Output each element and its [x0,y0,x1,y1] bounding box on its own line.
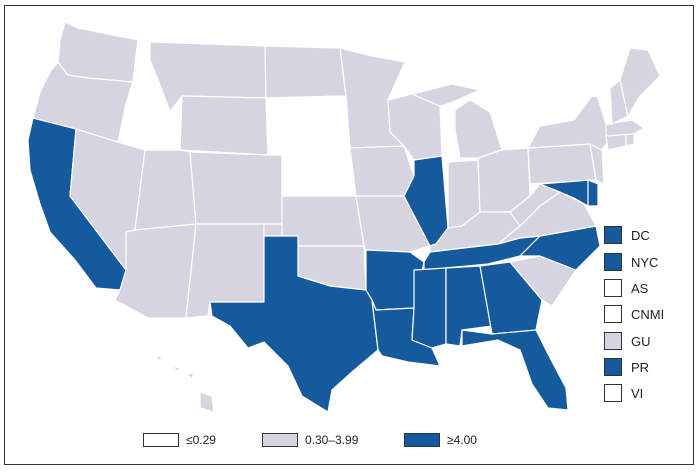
territory-swatch [604,384,622,402]
state-ri [625,133,635,147]
territory-swatch [604,332,622,350]
state-ak [29,309,151,413]
territory-vi: VI [604,383,643,403]
territory-pr: PR [604,357,649,377]
legend-label: ≥4.00 [447,433,477,447]
state-sc [509,255,577,307]
territory-label: DC [631,227,650,243]
state-ia [349,145,415,197]
state-la [371,299,441,367]
state-ma [605,119,645,137]
legend-item-low: ≤0.29 [143,431,216,449]
state-ga [479,261,543,335]
territory-gu: GU [604,331,651,351]
territory-swatch [604,226,622,244]
legend-label: 0.30–3.99 [305,433,359,447]
territory-nyc: NYC [604,252,658,272]
state-wy [179,95,269,156]
territory-label: AS [631,280,649,296]
state-ct [605,133,627,151]
territory-swatch [604,358,622,376]
state-ms [411,267,447,349]
territory-label: NYC [631,254,659,270]
state-nd [264,45,347,99]
legend-swatch [262,433,298,447]
territory-swatch [604,279,622,297]
legend-item-high: ≥4.00 [404,431,477,449]
territory-label: CNMI [631,306,665,322]
territory-as: AS [604,278,648,298]
state-de [587,179,599,207]
territory-dc: DC [604,225,650,245]
state-ny [527,95,611,151]
state-sd [265,95,351,151]
state-fl [461,329,569,411]
territory-swatch [604,253,622,271]
state-ut [134,149,197,231]
territory-label: PR [631,359,650,375]
state-co [189,151,283,225]
state-md [539,179,591,207]
state-wa [57,21,139,83]
territory-label: GU [631,333,651,349]
territory-swatch [604,305,622,323]
state-pa [527,143,597,185]
territory-cnmi: CNMI [604,304,664,324]
territory-label: VI [631,385,644,401]
legend-item-mid: 0.30–3.99 [262,431,358,449]
state-az [114,223,197,319]
legend-label: ≤0.29 [186,433,216,447]
legend-swatch [143,433,179,447]
state-tx [209,235,379,413]
state-hi [154,354,215,413]
legend-swatch [404,433,440,447]
state-me [619,47,661,117]
